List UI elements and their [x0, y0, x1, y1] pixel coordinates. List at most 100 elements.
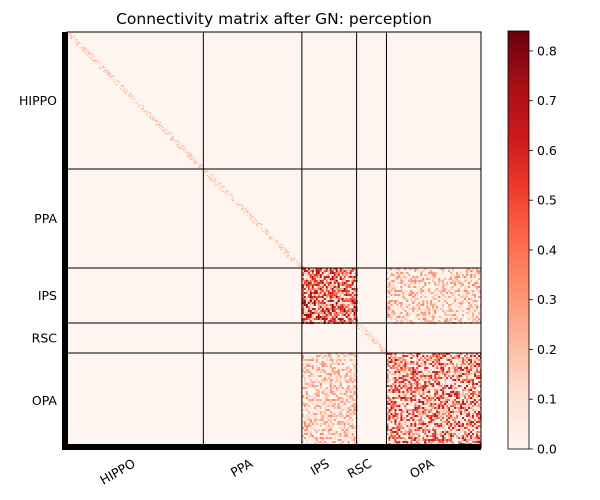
- heatmap-cell: [117, 83, 120, 85]
- heatmap-cell: [104, 70, 107, 72]
- heatmap-cell: [436, 298, 439, 300]
- heatmap-cell: [396, 276, 399, 278]
- heatmap-cell: [434, 437, 437, 439]
- heatmap-cell: [305, 306, 308, 308]
- heatmap-cell: [396, 371, 399, 373]
- heatmap-cell: [307, 381, 310, 383]
- heatmap-cell: [454, 292, 457, 294]
- heatmap-cell: [460, 423, 463, 425]
- heatmap-cell: [438, 385, 441, 387]
- heatmap-cell: [406, 409, 409, 411]
- heatmap-cell: [434, 402, 436, 404]
- heatmap-cell: [472, 353, 475, 355]
- heatmap-cell: [287, 256, 290, 258]
- heatmap-cell: [448, 393, 451, 395]
- heatmap-cell: [416, 294, 419, 296]
- heatmap-cell: [440, 367, 443, 369]
- heatmap-cell: [76, 39, 79, 41]
- heatmap-cell: [432, 302, 435, 304]
- heatmap-cell: [444, 393, 447, 395]
- heatmap-cell: [428, 417, 431, 419]
- heatmap-cell: [195, 160, 197, 162]
- heatmap-cell: [440, 296, 443, 298]
- heatmap-cell: [349, 286, 352, 288]
- heatmap-cell: [464, 395, 467, 397]
- heatmap-cell: [335, 375, 338, 377]
- heatmap-cell: [341, 429, 344, 431]
- heatmap-cell: [179, 143, 181, 145]
- heatmap-cell: [444, 437, 447, 439]
- heatmap-cell: [462, 439, 465, 441]
- heatmap-cell: [441, 410, 443, 412]
- heatmap-cell: [472, 284, 475, 286]
- heatmap-cell: [353, 355, 356, 357]
- heatmap-cell: [160, 128, 162, 130]
- heatmap-cell: [466, 433, 469, 435]
- heatmap-cell: [323, 294, 326, 296]
- heatmap-cell: [420, 417, 423, 419]
- heatmap-cell: [327, 373, 330, 375]
- heatmap-cell: [432, 316, 435, 318]
- heatmap-cell: [402, 403, 405, 405]
- heatmap-cell: [343, 290, 346, 292]
- heatmap-cell: [410, 320, 413, 322]
- heatmap-cell: [349, 280, 352, 282]
- heatmap-cell: [454, 367, 457, 369]
- heatmap-cell: [474, 411, 477, 413]
- heatmap-cell: [166, 132, 168, 134]
- heatmap-cell: [476, 369, 479, 371]
- heatmap-cell: [466, 389, 469, 391]
- heatmap-cell: [170, 138, 172, 140]
- heatmap-cell: [357, 325, 359, 327]
- heatmap-cell: [454, 379, 457, 381]
- heatmap-cell: [418, 314, 421, 316]
- heatmap-cell: [426, 274, 429, 276]
- heatmap-cell: [307, 294, 310, 296]
- heatmap-cell: [394, 427, 397, 429]
- heatmap-cell: [454, 433, 457, 435]
- heatmap-cell: [468, 415, 471, 417]
- heatmap-cell: [430, 409, 433, 411]
- heatmap-cell: [349, 405, 352, 407]
- heatmap-cell: [218, 182, 220, 184]
- heatmap-cell: [394, 397, 397, 399]
- heatmap-cell: [414, 387, 417, 389]
- heatmap-cell: [478, 312, 481, 314]
- heatmap-cell: [341, 441, 344, 443]
- heatmap-cell: [412, 276, 415, 278]
- heatmap-cell: [408, 376, 410, 378]
- heatmap-cell: [298, 263, 301, 265]
- heatmap-cell: [394, 274, 397, 276]
- heatmap-cell: [171, 136, 173, 138]
- heatmap-cell: [400, 373, 403, 375]
- heatmap-cell: [472, 320, 475, 322]
- heatmap-cell: [434, 361, 437, 363]
- heatmap-cell: [146, 113, 148, 115]
- heatmap-cell: [311, 435, 314, 437]
- heatmap-cell: [432, 421, 435, 423]
- heatmap-cell: [388, 310, 391, 312]
- heatmap-cell: [408, 320, 411, 322]
- heatmap-cell: [390, 286, 393, 288]
- heatmap-cell: [305, 415, 308, 417]
- heatmap-cell: [123, 88, 126, 90]
- heatmap-cell: [315, 405, 318, 407]
- heatmap-cell: [264, 230, 266, 232]
- heatmap-cell: [309, 401, 312, 403]
- heatmap-cell: [416, 411, 419, 413]
- heatmap-cell: [240, 204, 242, 206]
- heatmap-cell: [335, 353, 338, 355]
- heatmap-cell: [317, 419, 320, 421]
- heatmap-cell: [458, 270, 461, 272]
- heatmap-cell: [325, 425, 328, 427]
- heatmap-cell: [398, 314, 401, 316]
- heatmap-cell: [309, 431, 312, 433]
- heatmap-cell: [333, 294, 336, 296]
- heatmap-cell: [325, 379, 328, 381]
- heatmap-cell: [388, 365, 391, 367]
- heatmap-cell: [331, 278, 334, 280]
- heatmap-cell: [472, 381, 475, 383]
- heatmap-cell: [388, 306, 391, 308]
- heatmap-cell: [432, 427, 435, 429]
- heatmap-cell: [311, 274, 314, 276]
